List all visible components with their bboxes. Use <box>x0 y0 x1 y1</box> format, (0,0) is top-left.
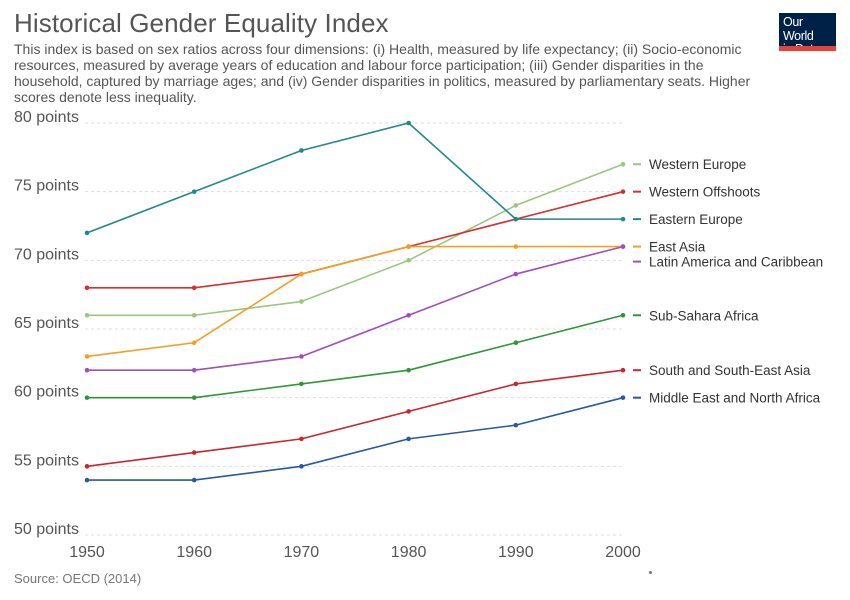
series-label[interactable]: East Asia <box>649 240 706 255</box>
series-points <box>84 120 626 483</box>
data-point[interactable] <box>513 216 519 222</box>
data-point[interactable] <box>406 312 411 318</box>
series-label[interactable]: Eastern Europe <box>649 212 743 227</box>
data-point[interactable] <box>299 271 304 277</box>
series-line[interactable] <box>87 163 624 317</box>
series-label[interactable]: Western Europe <box>649 157 746 172</box>
series-label[interactable]: Western Offshoots <box>649 185 761 200</box>
our-world-in-data-logo[interactable]: Our World in Data <box>779 13 836 56</box>
data-point[interactable] <box>84 354 90 359</box>
series-label[interactable]: Sub-Sahara Africa <box>649 308 759 323</box>
data-point[interactable] <box>84 312 90 318</box>
chart-title: Historical Gender Equality Index <box>14 8 389 38</box>
series-line[interactable] <box>87 190 624 289</box>
y-tick-label: 75 points <box>14 178 79 195</box>
x-tick-label: 1990 <box>498 544 534 561</box>
series-line[interactable] <box>86 245 623 358</box>
x-tick-label: 1960 <box>176 544 212 561</box>
x-tick-label: 1970 <box>284 544 320 561</box>
x-tick-label: 1980 <box>391 544 427 561</box>
series-line[interactable] <box>87 396 624 481</box>
y-tick-label: 55 points <box>14 452 79 469</box>
data-point[interactable] <box>191 189 197 194</box>
data-point[interactable] <box>191 395 197 400</box>
data-point[interactable] <box>620 216 626 222</box>
data-point[interactable] <box>191 285 197 291</box>
y-tick-label: 50 points <box>14 521 79 538</box>
series-label[interactable]: Middle East and North Africa <box>649 391 821 406</box>
data-point[interactable] <box>84 464 90 469</box>
data-point[interactable] <box>513 340 519 346</box>
data-point[interactable] <box>299 354 304 359</box>
y-tick-label: 65 points <box>14 315 79 332</box>
data-point[interactable] <box>406 120 411 126</box>
chart-subtitle: This index is based on sex ratios across… <box>14 41 751 105</box>
series-label[interactable]: South and South-East Asia <box>649 363 811 378</box>
x-axis-ticks: 1950 1960 1970 1980 1990 2000 <box>69 544 641 561</box>
data-point[interactable] <box>84 395 90 400</box>
series-label[interactable]: Latin America and Caribbean <box>649 255 823 270</box>
data-point[interactable] <box>84 230 90 236</box>
data-point[interactable] <box>191 367 197 373</box>
data-point[interactable] <box>620 312 626 318</box>
data-point[interactable] <box>513 271 519 277</box>
data-point[interactable] <box>620 395 626 400</box>
data-point[interactable] <box>406 436 411 442</box>
data-point[interactable] <box>84 477 90 483</box>
data-point[interactable] <box>299 148 304 153</box>
series-labels: Western Europe Western Offshoots Eastern E… <box>633 157 823 406</box>
y-tick-label: 60 points <box>14 384 79 401</box>
data-point[interactable] <box>191 312 197 318</box>
series-line[interactable] <box>87 245 624 372</box>
data-point[interactable] <box>620 367 626 373</box>
series-line[interactable] <box>86 369 624 468</box>
data-point[interactable] <box>406 367 411 373</box>
x-tick-label: 1950 <box>69 544 105 561</box>
data-point[interactable] <box>299 299 304 304</box>
data-point[interactable] <box>513 422 519 428</box>
data-point[interactable] <box>84 367 90 373</box>
data-point[interactable] <box>620 161 626 167</box>
data-point[interactable] <box>191 450 197 455</box>
logo-line-1: Our World <box>783 15 814 43</box>
data-point[interactable] <box>406 409 411 414</box>
data-point[interactable] <box>513 203 519 208</box>
data-point[interactable] <box>84 285 90 291</box>
y-axis-ticks: 50 points 55 points 60 points 65 points 70 p… <box>14 109 79 538</box>
y-tick-label: 70 points <box>14 246 79 263</box>
series-lines <box>86 122 624 481</box>
grid-lines <box>85 122 623 536</box>
data-point[interactable] <box>191 477 197 483</box>
footnote-dot <box>649 571 652 574</box>
data-point[interactable] <box>513 244 519 249</box>
data-point[interactable] <box>299 381 304 387</box>
series-line[interactable] <box>86 122 623 234</box>
data-point[interactable] <box>620 244 626 249</box>
data-point[interactable] <box>513 381 519 387</box>
y-tick-label: 80 points <box>14 109 79 126</box>
data-point[interactable] <box>406 258 411 263</box>
source-note[interactable]: Source: OECD (2014) <box>14 571 142 586</box>
data-point[interactable] <box>191 340 197 346</box>
data-point[interactable] <box>620 189 626 194</box>
data-point[interactable] <box>299 464 304 469</box>
series-line[interactable] <box>87 314 624 399</box>
logo-accent-bar <box>779 46 836 51</box>
x-tick-label: 2000 <box>605 544 641 561</box>
data-point[interactable] <box>406 244 411 249</box>
data-point[interactable] <box>299 436 304 442</box>
